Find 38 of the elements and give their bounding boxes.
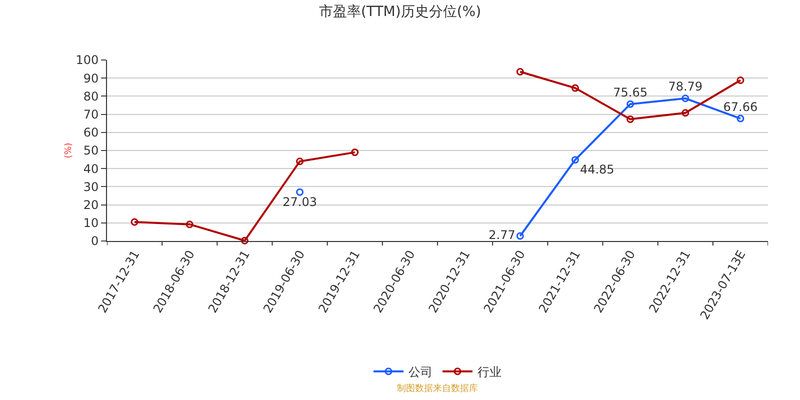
y-tick-label: 10 — [83, 216, 99, 230]
y-tick-label: 70 — [83, 108, 99, 122]
y-tick-label: 100 — [76, 53, 99, 68]
chart-title: 市盈率(TTM)历史分位(%) — [318, 4, 482, 20]
point — [240, 236, 248, 244]
data-label: 2.77 — [488, 228, 516, 242]
point — [626, 115, 634, 123]
point — [296, 188, 304, 196]
point — [186, 220, 194, 228]
data-label: 78.79 — [668, 80, 703, 94]
y-tick-label: 40 — [83, 162, 99, 176]
data-label: 44.85 — [580, 162, 614, 177]
legend-label: 行业 — [478, 365, 502, 380]
point — [351, 148, 359, 156]
point — [130, 218, 138, 226]
point — [736, 114, 744, 122]
y-tick-label: 50 — [83, 144, 99, 158]
point — [516, 232, 524, 240]
point — [516, 68, 524, 76]
point — [571, 84, 579, 92]
data-label: 67.66 — [723, 100, 758, 114]
y-tick-label: 0 — [90, 234, 99, 248]
data-label: 75.65 — [613, 85, 648, 100]
point — [736, 76, 744, 84]
y-tick-label: 90 — [83, 71, 99, 86]
legend-label: 公司 — [408, 365, 432, 380]
y-tick-label: 30 — [83, 180, 99, 194]
point — [682, 109, 690, 117]
point — [626, 100, 634, 108]
y-axis-title: (%) — [64, 142, 74, 158]
point — [682, 94, 690, 102]
data-label: 27.03 — [282, 194, 317, 209]
point — [571, 156, 579, 164]
point — [296, 158, 304, 166]
y-tick-label: 60 — [83, 126, 99, 140]
y-tick-label: 80 — [83, 89, 99, 104]
y-tick-label: 20 — [83, 198, 99, 212]
text: 制图数据来自数据库 — [397, 383, 478, 394]
